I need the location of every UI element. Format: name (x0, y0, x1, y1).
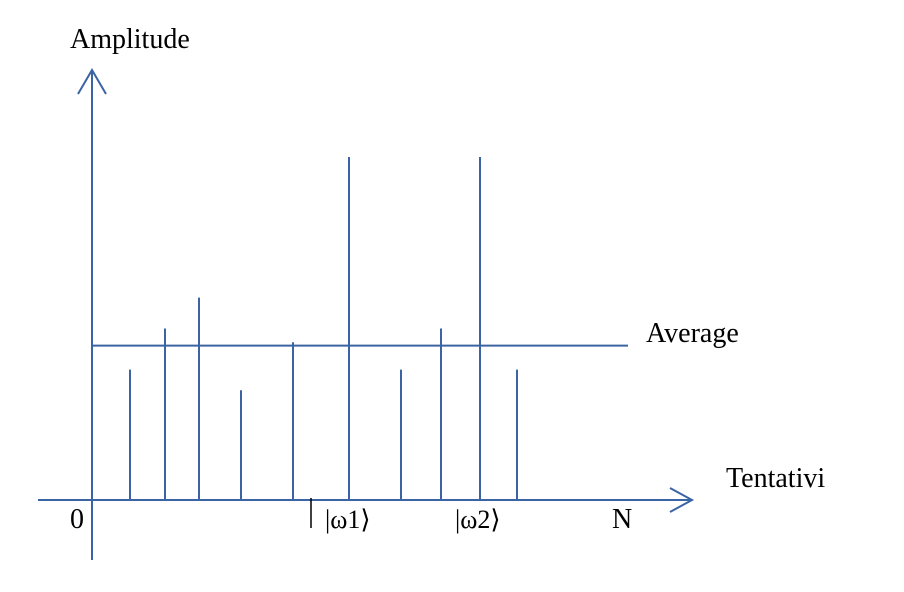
end-label: N (612, 504, 632, 535)
amplitude-spikes (129, 157, 518, 500)
x-axis-label: Tentativi (726, 463, 825, 494)
marked-state-label-2: |ω2⟩ (455, 505, 500, 534)
y-axis-label: Amplitude (70, 24, 190, 55)
marked-state-label-1: |ω1⟩ (325, 505, 370, 534)
origin-label: 0 (70, 504, 84, 535)
x-axis-arrowhead (669, 487, 695, 513)
y-axis-arrowhead (77, 68, 107, 95)
average-label: Average (646, 318, 739, 349)
